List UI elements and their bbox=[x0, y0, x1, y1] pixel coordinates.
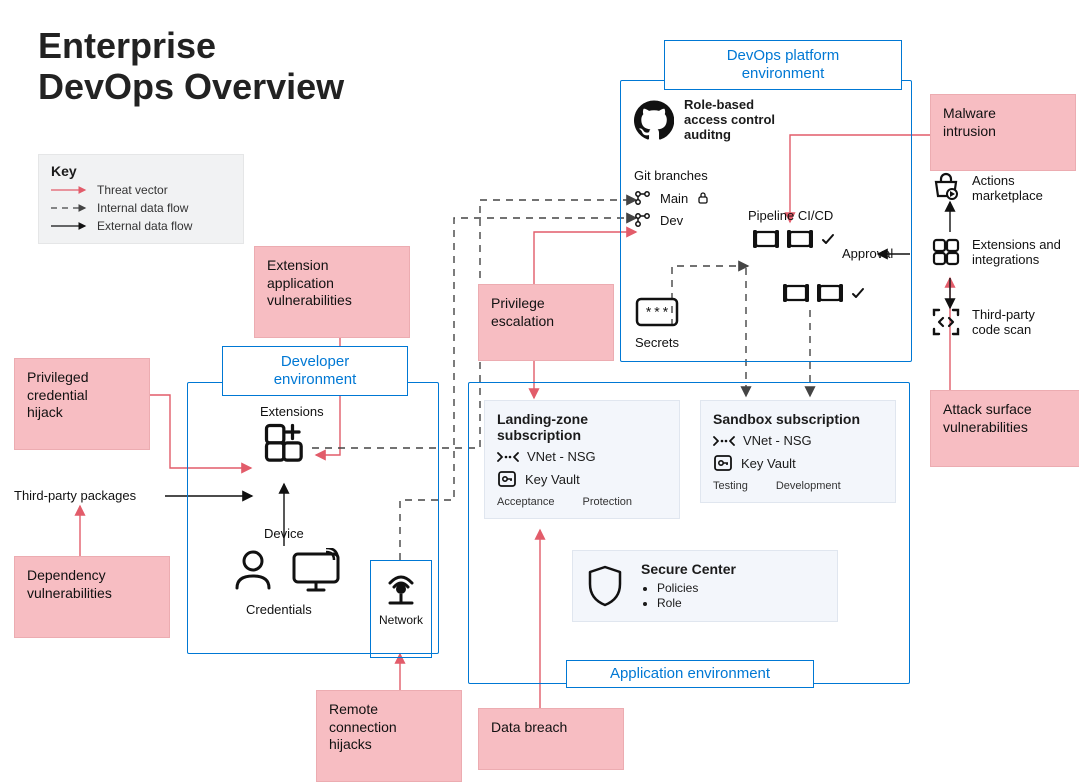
devops-rbac-label: Role-basedaccess controlauditng bbox=[684, 98, 775, 143]
sandbox-vnet-label: VNet - NSG bbox=[743, 433, 812, 448]
marketplace-icon bbox=[930, 172, 962, 204]
scan-icon bbox=[930, 306, 962, 338]
legend-label: Threat vector bbox=[97, 183, 168, 197]
threat-priv-esc: Privilegeescalation bbox=[478, 284, 614, 361]
page-title: EnterpriseDevOps Overview bbox=[38, 25, 344, 108]
extint-label: Extensions andintegrations bbox=[972, 237, 1061, 267]
landing-tag: Protection bbox=[582, 496, 632, 508]
pipe-stage-icon bbox=[752, 228, 780, 250]
sandbox-box: Sandbox subscription VNet - NSG Key Vaul… bbox=[700, 400, 896, 503]
secrets: *** Secrets bbox=[634, 296, 680, 350]
threat-attack-surf: Attack surfacevulnerabilities bbox=[930, 390, 1079, 467]
title-line1: EnterpriseDevOps Overview bbox=[38, 25, 344, 107]
sandbox-tag: Testing bbox=[713, 480, 748, 492]
checkmark-icon bbox=[850, 285, 866, 301]
actions-label: Actionsmarketplace bbox=[972, 173, 1043, 203]
pipeline-label: Pipeline CI/CD bbox=[748, 208, 833, 223]
pipeline-stages-2 bbox=[782, 282, 866, 304]
landing-vnet-label: VNet - NSG bbox=[527, 449, 596, 464]
devops-env-title-text: DevOps platformenvironment bbox=[727, 47, 840, 82]
code-scan: Third-partycode scan bbox=[930, 306, 1035, 338]
threat-dep-vuln: Dependencyvulnerabilities bbox=[14, 556, 170, 638]
legend-row-external: External data flow bbox=[51, 219, 231, 233]
threat-data-breach: Data breach bbox=[478, 708, 624, 770]
legend-title: Key bbox=[51, 163, 231, 179]
extensions-integrations: Extensions andintegrations bbox=[930, 236, 1061, 268]
pipeline-stages-1 bbox=[752, 228, 836, 250]
sandbox-vnet: VNet - NSG bbox=[713, 433, 883, 448]
dev-device-icons bbox=[232, 548, 342, 594]
shield-icon bbox=[585, 564, 625, 608]
user-icon bbox=[232, 548, 274, 594]
sandbox-title: Sandbox subscription bbox=[713, 411, 883, 427]
landing-kv: Key Vault bbox=[497, 470, 667, 488]
vnet-icon bbox=[713, 434, 735, 448]
approval-label: Approval bbox=[842, 246, 893, 261]
git-dev-label: Dev bbox=[660, 213, 683, 228]
monitor-icon bbox=[290, 548, 342, 594]
branch-icon bbox=[634, 190, 652, 206]
pipe-stage-icon bbox=[782, 282, 810, 304]
legend-row-internal: Internal data flow bbox=[51, 201, 231, 215]
lock-icon bbox=[696, 191, 710, 205]
legend-row-threat: Threat vector bbox=[51, 183, 231, 197]
threat-ext-vuln: Extensionapplicationvulnerabilities bbox=[254, 246, 410, 338]
dev-extensions: Extensions bbox=[260, 404, 324, 471]
keyvault-icon bbox=[497, 470, 517, 488]
sandbox-kv-label: Key Vault bbox=[741, 456, 796, 471]
checkmark-icon bbox=[820, 231, 836, 247]
keyvault-icon bbox=[713, 454, 733, 472]
threat-priv-cred: Privilegedcredentialhijack bbox=[14, 358, 150, 450]
devops-rbac: Role-basedaccess controlauditng bbox=[634, 98, 775, 143]
git-branches-label: Git branches bbox=[634, 168, 708, 183]
legend-box: Key Threat vector Internal data flow Ext… bbox=[38, 154, 244, 244]
landing-vnet: VNet - NSG bbox=[497, 449, 667, 464]
third-party-packages-label: Third-party packages bbox=[14, 488, 136, 503]
network-icon bbox=[380, 567, 422, 609]
secure-center-item: Role bbox=[657, 596, 736, 610]
developer-env-title: Developerenvironment bbox=[222, 346, 408, 396]
branch-icon bbox=[634, 212, 652, 228]
pipe-stage-icon bbox=[786, 228, 814, 250]
secure-center-box: Secure Center Policies Role bbox=[572, 550, 838, 622]
landing-tag: Acceptance bbox=[497, 496, 554, 508]
landing-title: Landing-zonesubscription bbox=[497, 411, 667, 443]
developer-env-title-text: Developerenvironment bbox=[274, 353, 357, 388]
sandbox-tag: Development bbox=[776, 480, 841, 492]
dev-extensions-label: Extensions bbox=[260, 404, 324, 419]
threat-remote-hijack: Remoteconnectionhijacks bbox=[316, 690, 462, 782]
dev-device: Device bbox=[264, 526, 304, 541]
devops-env-title: DevOps platformenvironment bbox=[664, 40, 902, 90]
legend-label: Internal data flow bbox=[97, 201, 188, 215]
vnet-icon bbox=[497, 450, 519, 464]
git-dev-row: Dev bbox=[634, 212, 683, 228]
sandbox-kv: Key Vault bbox=[713, 454, 883, 472]
git-main-label: Main bbox=[660, 191, 688, 206]
legend-label: External data flow bbox=[97, 219, 192, 233]
svg-text:***: *** bbox=[644, 306, 669, 322]
pipe-stage-icon bbox=[816, 282, 844, 304]
secrets-label: Secrets bbox=[634, 335, 680, 350]
github-icon bbox=[634, 100, 674, 140]
secure-center-title: Secure Center bbox=[641, 561, 736, 577]
secure-center-item: Policies bbox=[657, 581, 736, 595]
integrations-icon bbox=[930, 236, 962, 268]
dev-network-label: Network bbox=[371, 613, 431, 627]
dev-device-label: Device bbox=[264, 526, 304, 541]
extensions-icon bbox=[260, 419, 312, 471]
landing-zone-box: Landing-zonesubscription VNet - NSG Key … bbox=[484, 400, 680, 519]
landing-kv-label: Key Vault bbox=[525, 472, 580, 487]
actions-marketplace: Actionsmarketplace bbox=[930, 172, 1043, 204]
secrets-icon: *** bbox=[634, 296, 680, 330]
scan-label: Third-partycode scan bbox=[972, 307, 1035, 337]
application-env-title: Application environment bbox=[566, 660, 814, 688]
git-main-row: Main bbox=[634, 190, 710, 206]
dev-network-box: Network bbox=[370, 560, 432, 658]
threat-malware: Malwareintrusion bbox=[930, 94, 1076, 171]
dev-credentials-label: Credentials bbox=[246, 602, 312, 617]
application-env-title-text: Application environment bbox=[610, 665, 770, 682]
